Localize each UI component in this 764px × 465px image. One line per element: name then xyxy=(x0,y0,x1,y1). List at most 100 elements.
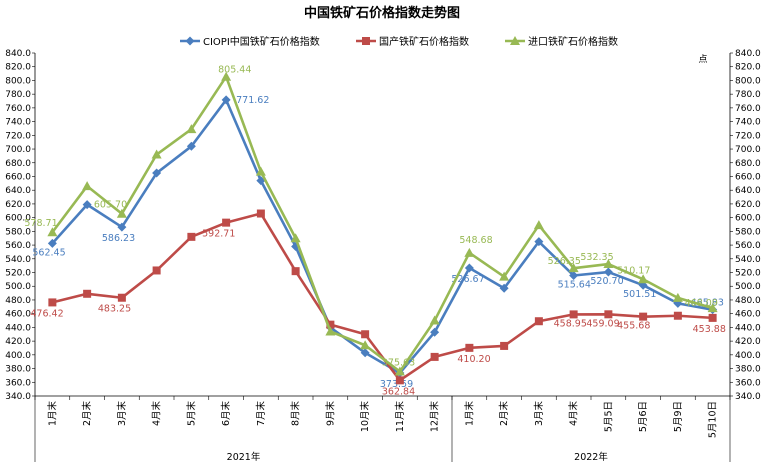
chart-title: 中国铁矿石价格指数走势图 xyxy=(304,5,460,21)
y-tick-label-right: 420.0 xyxy=(735,337,761,347)
series-3: 578.71 605.70 805.44 375.63 548.68 526.35 532.… xyxy=(24,65,718,376)
y-tick-label-left: 660.0 xyxy=(5,172,31,182)
data-point xyxy=(186,124,197,134)
data-point xyxy=(290,233,301,243)
data-point xyxy=(222,218,231,227)
data-point xyxy=(603,267,613,277)
data-point xyxy=(326,320,335,329)
x-tick-label: 2月末 xyxy=(498,401,510,427)
data-point xyxy=(186,141,196,151)
y-tick-label-right: 480.0 xyxy=(735,296,761,306)
y-tick-label-right: 740.0 xyxy=(735,118,761,128)
series-line xyxy=(51,75,713,373)
y-tick-label-left: 400.0 xyxy=(5,351,31,361)
data-label: 468.09 xyxy=(685,298,718,309)
data-label: 515.64 xyxy=(558,280,591,291)
data-point xyxy=(361,330,370,339)
data-label: 465.83 xyxy=(691,298,724,309)
y-tick-label-left: 380.0 xyxy=(5,365,31,375)
y-tick-label-right: 720.0 xyxy=(735,131,761,141)
y-tick-label-left: 560.0 xyxy=(5,241,31,251)
x-tick-label: 3月末 xyxy=(533,401,545,427)
data-point xyxy=(464,247,475,257)
data-label: 455.68 xyxy=(617,321,650,332)
data-point xyxy=(83,289,92,298)
data-point xyxy=(152,266,161,275)
x-tick-label: 1月末 xyxy=(46,401,58,427)
y-tick-label-left: 680.0 xyxy=(5,159,31,169)
series-line xyxy=(52,212,713,382)
data-label: 453.88 xyxy=(693,324,726,335)
y-tick-label-left: 800.0 xyxy=(5,76,31,86)
x-group-label: 2021年 xyxy=(227,451,261,463)
x-tick-label: 5月10日 xyxy=(708,401,719,438)
x-tick-label: 3月末 xyxy=(116,401,128,427)
right-axis-unit-label: 点 xyxy=(698,54,707,65)
data-label: 483.25 xyxy=(98,304,131,315)
data-label: 526.35 xyxy=(548,256,581,267)
y-tick-label-left: 360.0 xyxy=(5,378,31,388)
plot-area: 562.45 586.23 771.62 373.59 526.67 515.64 520.… xyxy=(24,65,726,398)
data-point xyxy=(604,310,613,319)
data-point xyxy=(360,340,371,350)
legend-label: 进口铁矿石价格指数 xyxy=(528,35,618,48)
data-point xyxy=(533,220,544,230)
x-tick-label: 2月末 xyxy=(81,401,93,427)
y-tick-label-left: 840.0 xyxy=(5,49,31,59)
data-point xyxy=(395,376,404,385)
data-point xyxy=(464,263,474,273)
data-point xyxy=(673,311,682,320)
data-point xyxy=(221,71,232,81)
y-tick-label-right: 620.0 xyxy=(735,200,761,210)
data-label: 605.70 xyxy=(94,200,127,211)
x-tick-label: 8月末 xyxy=(290,401,302,427)
x-tick-label: 5月9日 xyxy=(673,401,684,432)
y-tick-label-right: 360.0 xyxy=(735,378,761,388)
y-tick-label-left: 600.0 xyxy=(5,214,31,224)
data-label: 362.84 xyxy=(382,386,415,397)
data-point xyxy=(152,168,162,178)
data-point xyxy=(394,366,405,376)
axes: 340.0 340.0 360.0 360.0 380.0 380.0 400.0 400.0… xyxy=(5,49,761,463)
data-point xyxy=(568,263,579,273)
data-label: 510.17 xyxy=(617,265,650,276)
data-label: 578.71 xyxy=(24,218,57,229)
y-tick-label-right: 500.0 xyxy=(735,282,761,292)
x-group-label: 2022年 xyxy=(574,451,608,463)
y-tick-label-right: 580.0 xyxy=(735,227,761,237)
data-label: 375.63 xyxy=(382,358,415,369)
data-point xyxy=(430,327,440,337)
y-tick-label-left: 620.0 xyxy=(5,200,31,210)
data-point xyxy=(291,267,300,276)
data-point xyxy=(499,283,509,293)
data-label: 548.68 xyxy=(459,235,492,246)
y-tick-label-left: 580.0 xyxy=(5,227,31,237)
data-point xyxy=(117,222,127,232)
data-point xyxy=(500,341,509,350)
legend-marker xyxy=(510,36,520,45)
data-point xyxy=(534,317,543,326)
y-tick-label-right: 400.0 xyxy=(735,351,761,361)
data-point xyxy=(325,326,336,336)
y-tick-label-right: 780.0 xyxy=(735,90,761,100)
legend-label: 国产铁矿石价格指数 xyxy=(379,35,469,48)
data-label: 458.95 xyxy=(554,318,587,329)
legend-label: CIOPI中国铁矿石价格指数 xyxy=(203,35,320,48)
data-point xyxy=(47,227,58,237)
data-point xyxy=(639,312,648,321)
data-point xyxy=(707,303,718,313)
data-label: 526.67 xyxy=(451,274,484,285)
y-tick-label-right: 520.0 xyxy=(735,269,761,279)
data-point xyxy=(569,310,578,319)
series-line xyxy=(51,98,713,375)
data-point xyxy=(360,348,370,358)
data-point xyxy=(603,259,614,269)
data-label: 501.51 xyxy=(623,289,656,300)
y-tick-label-left: 480.0 xyxy=(5,296,31,306)
data-point xyxy=(82,200,92,210)
y-tick-label-left: 740.0 xyxy=(5,118,31,128)
data-point xyxy=(117,293,126,302)
data-point xyxy=(638,274,649,284)
y-tick-label-right: 800.0 xyxy=(735,76,761,86)
x-tick-label: 1月末 xyxy=(463,401,475,427)
